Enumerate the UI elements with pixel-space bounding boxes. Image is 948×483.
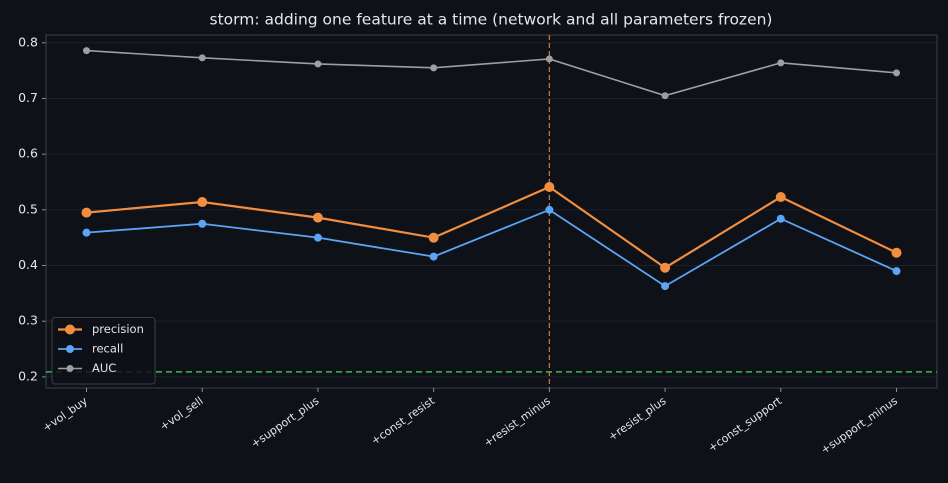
- y-tick-label: 0.7: [18, 90, 38, 105]
- series-line: [86, 208, 897, 288]
- plot-frame: [45, 34, 938, 389]
- data-point: [314, 60, 322, 68]
- y-tick-label: 0.6: [18, 146, 38, 161]
- y-tick-label: 0.3: [18, 313, 38, 328]
- y-tick-label: 0.5: [18, 201, 38, 216]
- data-point: [892, 267, 901, 276]
- data-point: [198, 54, 206, 62]
- legend-marker: [66, 345, 74, 353]
- x-tick-label: +support_minus: [818, 394, 900, 457]
- x-tick-label: +vol_buy: [40, 394, 90, 434]
- y-tick-label: 0.4: [18, 257, 38, 272]
- x-tick-label: +support_plus: [249, 394, 322, 451]
- data-point: [660, 262, 671, 273]
- data-point: [313, 233, 322, 242]
- data-point: [777, 59, 785, 67]
- legend-box: [51, 317, 156, 385]
- x-tick-label: +resist_minus: [481, 394, 553, 450]
- data-point: [545, 55, 553, 63]
- data-point: [429, 252, 438, 261]
- legend-marker: [66, 365, 74, 372]
- data-point: [197, 197, 208, 208]
- x-tick-label: +resist_plus: [606, 394, 669, 443]
- series-line: [86, 49, 897, 97]
- data-point: [198, 219, 207, 228]
- data-point: [891, 247, 902, 258]
- data-point: [776, 214, 785, 223]
- data-point: [312, 212, 323, 223]
- data-point: [81, 207, 92, 218]
- legend-label: precision: [92, 322, 144, 336]
- data-point: [893, 69, 900, 77]
- data-point: [775, 192, 786, 203]
- x-tick-label: +vol_sell: [158, 394, 206, 433]
- data-point: [545, 205, 554, 214]
- legend-label: AUC: [92, 361, 116, 375]
- series-line: [86, 185, 897, 270]
- data-point: [661, 282, 670, 291]
- data-point: [83, 47, 90, 55]
- legend-marker: [65, 324, 75, 335]
- data-point: [430, 64, 438, 72]
- data-point: [82, 228, 91, 237]
- y-tick-label: 0.2: [18, 368, 38, 383]
- legend-label: recall: [92, 342, 123, 356]
- chart-title: storm: adding one feature at a time (net…: [210, 11, 773, 29]
- y-tick-label: 0.8: [18, 34, 38, 49]
- data-point: [544, 182, 555, 193]
- x-tick-label: +const_support: [706, 394, 785, 455]
- data-point: [428, 232, 439, 243]
- data-point: [661, 92, 669, 100]
- x-tick-label: +const_resist: [369, 394, 438, 448]
